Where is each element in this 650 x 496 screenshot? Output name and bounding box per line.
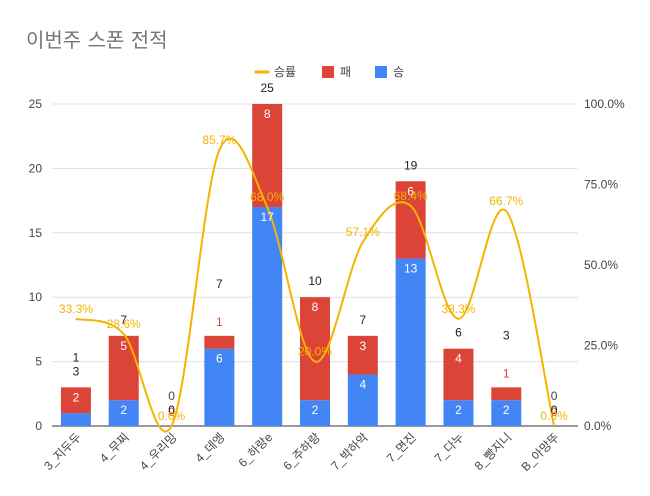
- bar-label-win: 2: [120, 403, 127, 417]
- bar-segment: [300, 400, 330, 426]
- y-left-tick-label: 10: [29, 290, 43, 304]
- bar-label-loss: 4: [455, 352, 462, 366]
- win-rate-line: [75, 137, 556, 433]
- y-right-tick-label: 75.0%: [584, 178, 618, 192]
- win-rate-label: 68.4%: [394, 189, 428, 203]
- bar-label-loss: 8: [264, 107, 271, 121]
- win-rate-label: 20.0%: [298, 345, 332, 359]
- bar-label-total: 3: [503, 328, 510, 342]
- chart-title: 이번주 스폰 전적: [26, 28, 168, 52]
- bar-segment: [300, 297, 330, 401]
- bar-segment: [252, 104, 283, 208]
- x-tick-label: B_아망뚜: [519, 430, 563, 474]
- x-tick-label: 7_박하악: [328, 430, 371, 473]
- y-left-tick-label: 25: [29, 97, 43, 111]
- bar-label-loss: 8: [312, 300, 319, 314]
- bar-segment: [108, 400, 139, 426]
- win-rate-label: 33.3%: [441, 302, 475, 316]
- bar-segment: [443, 348, 474, 401]
- bar-label-total: 10: [308, 274, 322, 288]
- bar-label-loss: 2: [73, 390, 80, 404]
- y-left-tick-label: 20: [29, 161, 43, 175]
- win-rate-label: 57.1%: [346, 225, 380, 239]
- bar-label-loss: 5: [120, 339, 127, 353]
- legend-color-swatch: [375, 66, 387, 78]
- bar-segment: [395, 181, 426, 259]
- bar-label-total: 7: [120, 313, 127, 327]
- x-tick-label: 4_무찌: [97, 430, 132, 465]
- win-rate-label: 68.0%: [250, 190, 284, 204]
- bar-label-total: 7: [359, 313, 366, 327]
- bar-label-total: 3: [73, 364, 80, 378]
- bar-label-win: 4: [359, 377, 366, 391]
- bar-label-loss: 1: [216, 315, 223, 329]
- bar-label-win: 2: [503, 403, 510, 417]
- win-rate-label: 28.6%: [107, 317, 141, 331]
- bar-label-total: 25: [261, 81, 275, 95]
- legend-color-swatch: [322, 66, 334, 78]
- x-tick-label: 6_주하랑: [280, 430, 323, 473]
- bar-label-loss: 3: [359, 339, 366, 353]
- bar-label-total: 0: [551, 403, 558, 417]
- bar-segment: [347, 335, 378, 375]
- y-left-tick-label: 15: [29, 226, 43, 240]
- bar-label-total: 7: [216, 277, 223, 291]
- x-tick-label: 7_면진: [384, 430, 419, 465]
- win-rate-label: 0.0%: [540, 409, 568, 423]
- bar-label-loss: 0: [168, 405, 175, 419]
- win-rate-label: 66.7%: [489, 194, 523, 208]
- win-rate-label: 0.0%: [158, 409, 186, 423]
- bar-label-win: 13: [404, 262, 418, 276]
- bar-segment: [395, 258, 426, 426]
- bar-segment: [491, 400, 522, 426]
- bar-label-total: 6: [455, 326, 462, 340]
- legend-label: 승률: [274, 65, 296, 79]
- y-left-tick-label: 0: [35, 419, 42, 433]
- x-tick-label: 6_하랑e: [236, 430, 276, 470]
- bar-label-loss: 1: [503, 366, 510, 380]
- bar-label-win: 2: [455, 403, 462, 417]
- bar-label-win: 0: [551, 389, 558, 403]
- bar-label-loss: 6: [407, 184, 414, 198]
- bar-label-win: 17: [261, 210, 275, 224]
- bar-segment: [491, 387, 522, 401]
- y-right-tick-label: 50.0%: [584, 258, 618, 272]
- x-tick-label: 4_우리밍: [137, 430, 180, 473]
- bar-label-win: 1: [73, 350, 80, 364]
- y-right-tick-label: 0.0%: [584, 419, 612, 433]
- bar-segment: [252, 207, 283, 426]
- bar-segment: [443, 400, 474, 426]
- bar-segment: [60, 387, 91, 414]
- bar-label-total: 0: [168, 403, 175, 417]
- legend-label: 승: [393, 65, 404, 79]
- bar-segment: [204, 335, 235, 349]
- x-tick-label: 8_빵지니: [472, 430, 515, 473]
- bar-segment: [108, 335, 139, 401]
- bar-label-win: 2: [312, 403, 319, 417]
- y-right-tick-label: 100.0%: [584, 97, 625, 111]
- x-tick-label: 4_데엥: [193, 430, 228, 465]
- bar-label-total: 19: [404, 158, 418, 172]
- bar-segment: [347, 374, 378, 426]
- legend-label: 패: [340, 65, 351, 79]
- bar-label-loss: 0: [551, 405, 558, 419]
- x-tick-label: 3_지두두: [41, 430, 84, 473]
- win-rate-label: 33.3%: [59, 302, 93, 316]
- bar-segment: [60, 413, 91, 426]
- bar-segment: [204, 348, 235, 426]
- y-left-tick-label: 5: [35, 355, 42, 369]
- bar-label-win: 0: [168, 389, 175, 403]
- bar-label-win: 6: [216, 352, 223, 366]
- win-rate-label: 85.7%: [202, 133, 236, 147]
- y-right-tick-label: 25.0%: [584, 339, 618, 353]
- x-tick-label: 7_다누: [432, 430, 467, 465]
